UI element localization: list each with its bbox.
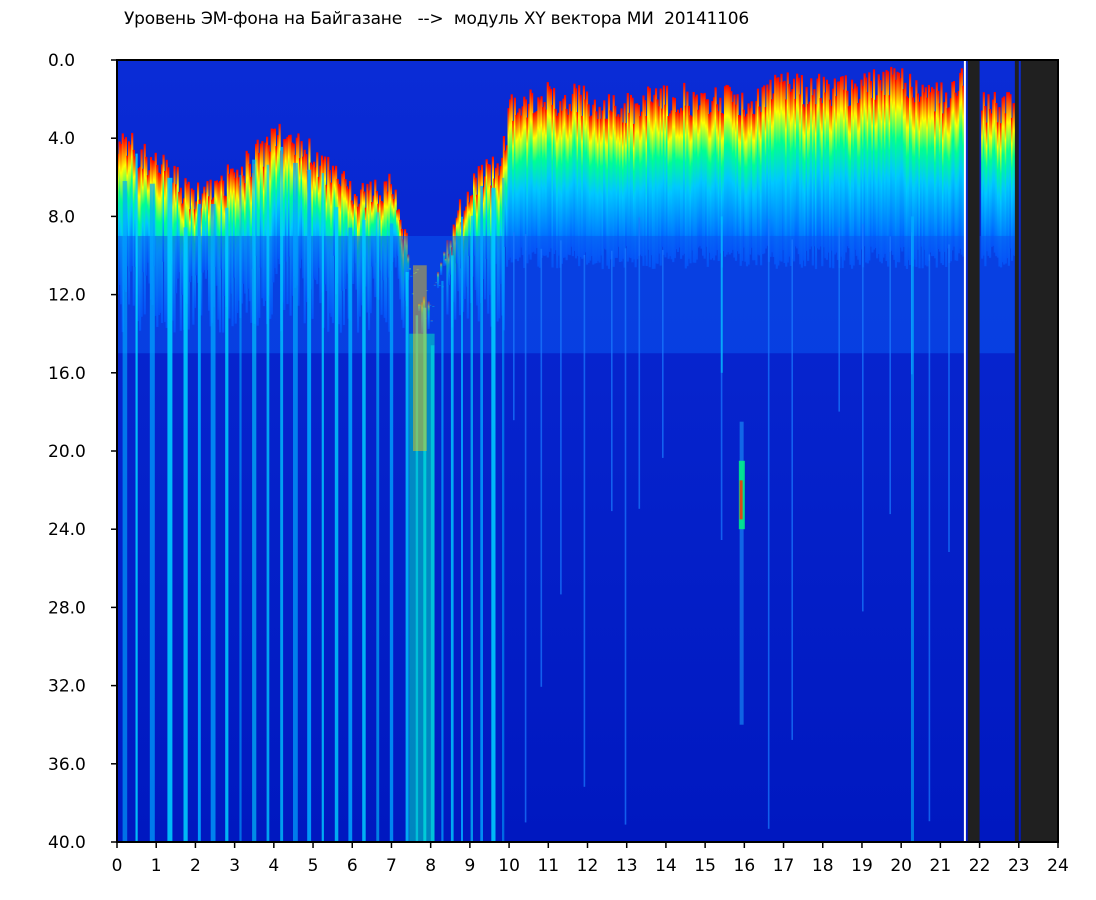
x-tick-label: 22 [969, 856, 991, 876]
x-tick-label: 0 [112, 856, 123, 876]
y-tick-label: 8.0 [48, 207, 75, 227]
x-tick-label: 18 [812, 856, 834, 876]
y-tick-label: 0.0 [48, 51, 75, 71]
bright-column-core [413, 265, 427, 451]
x-tick-label: 5 [308, 856, 319, 876]
x-tick-label: 21 [930, 856, 952, 876]
y-tick-label: 12.0 [48, 286, 86, 306]
mid-layer-late [979, 235, 1015, 354]
gap-3 [1020, 60, 1058, 842]
cyan-line-2 [720, 216, 723, 373]
x-tick-label: 13 [616, 856, 638, 876]
cyan-line [910, 216, 914, 842]
gap-0 [963, 60, 966, 842]
x-tick-label: 14 [655, 856, 677, 876]
x-tick-label: 12 [577, 856, 599, 876]
x-tick-label: 7 [386, 856, 397, 876]
plot-area [117, 60, 1058, 843]
signal-burst-core [739, 480, 743, 520]
x-tick-label: 8 [425, 856, 436, 876]
bright-column [409, 333, 435, 842]
x-tick-label: 3 [229, 856, 240, 876]
x-tick-label: 17 [773, 856, 795, 876]
gap-2 [1014, 60, 1019, 842]
x-tick-label: 9 [464, 856, 475, 876]
x-tick-label: 23 [1008, 856, 1030, 876]
mid-layer [117, 235, 964, 354]
data-gaps [963, 60, 1058, 842]
x-tick-label: 6 [347, 856, 358, 876]
x-tick-label: 4 [268, 856, 279, 876]
gap-1 [967, 60, 980, 842]
x-tick-label: 1 [151, 856, 162, 876]
signal-streak [739, 421, 744, 725]
late-streaks [513, 217, 950, 829]
x-tick-label: 10 [498, 856, 520, 876]
x-tick-label: 11 [537, 856, 559, 876]
y-tick-label: 4.0 [48, 129, 75, 149]
x-tick-label: 15 [694, 856, 716, 876]
x-tick-label: 19 [851, 856, 873, 876]
y-tick-label: 36.0 [48, 755, 86, 775]
x-tick-label: 16 [734, 856, 756, 876]
y-tick-label: 32.0 [48, 677, 86, 697]
y-tick-label: 28.0 [48, 598, 86, 618]
y-tick-label: 16.0 [48, 364, 86, 384]
y-tick-label: 24.0 [48, 520, 86, 540]
y-tick-label: 40.0 [48, 833, 86, 853]
chart-title: Уровень ЭМ-фона на Байгазане --> модуль … [124, 9, 750, 29]
x-tick-label: 20 [890, 856, 912, 876]
x-tick-label: 24 [1047, 856, 1069, 876]
x-tick-label: 2 [190, 856, 201, 876]
y-tick-label: 20.0 [48, 442, 86, 462]
axes: 0 1 2 3 4 5 6 7 8 9 10 11 12 13 14 15 16 17 18 19 20 21 22 23 24… [48, 51, 1069, 876]
